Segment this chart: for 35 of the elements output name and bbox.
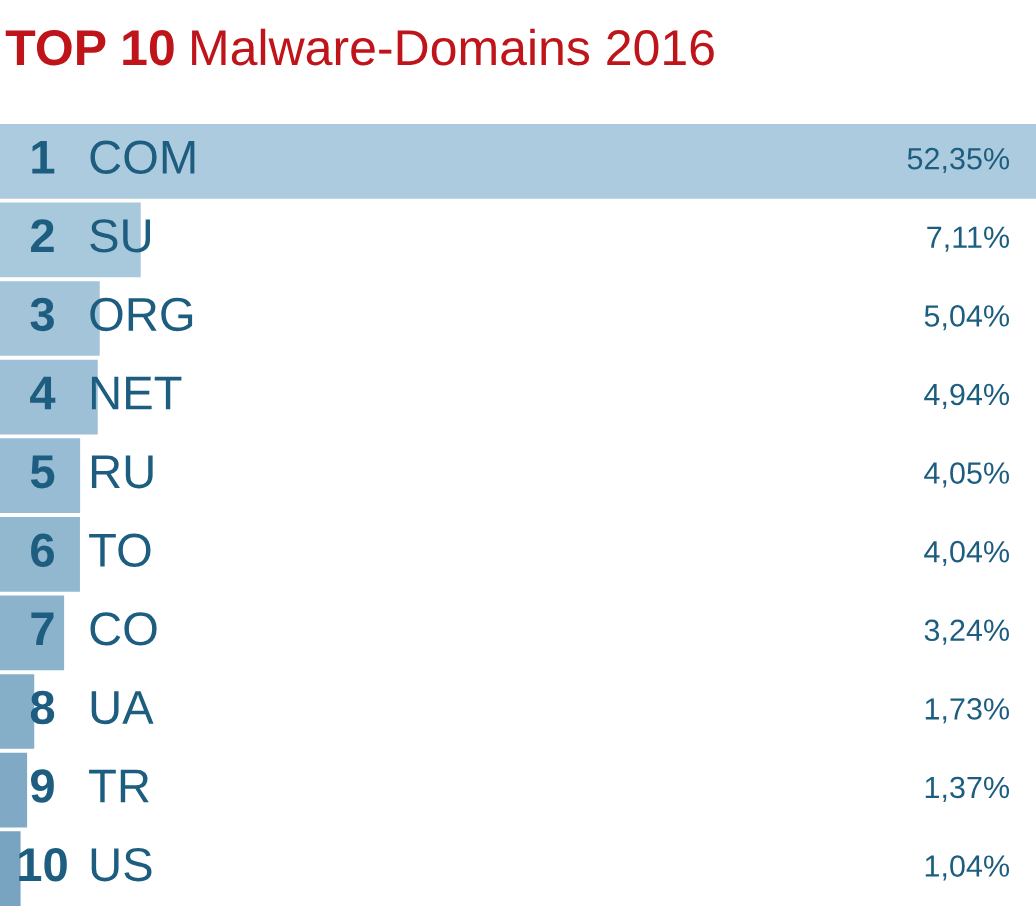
y-tick-label: COM — [90, 140, 195, 174]
annotation: 1 — [32, 141, 55, 174]
annotation: 5 — [30, 455, 55, 489]
data-label: 52,35% — [907, 147, 1010, 174]
bar — [0, 516, 80, 592]
data-label: 4,05% — [924, 462, 1010, 488]
y-tick-label: CO — [90, 612, 157, 646]
y-tick-label: NET — [91, 376, 182, 410]
y-tick-label: RU — [91, 455, 153, 489]
annotation: 3 — [30, 297, 54, 332]
chart-title: TOP 10 Malware-Domains 2016 — [5, 28, 714, 66]
bar — [0, 123, 1036, 199]
bar — [0, 831, 21, 907]
annotation: 2 — [30, 219, 54, 253]
annotation: 7 — [31, 612, 54, 646]
y-tick-label: TR — [89, 769, 149, 803]
y-tick-label: US — [91, 847, 152, 882]
data-label: 5,04% — [924, 305, 1010, 331]
data-label: 7,11% — [927, 226, 1010, 252]
y-tick-label: UA — [91, 691, 154, 725]
bar — [0, 752, 28, 828]
data-label: 1,73% — [925, 698, 1010, 724]
annotation: 4 — [30, 376, 56, 410]
data-label: 3,24% — [924, 619, 1010, 645]
annotation: 6 — [31, 533, 54, 567]
y-tick-label: TO — [89, 533, 151, 567]
data-label: 4,04% — [924, 540, 1010, 567]
data-label: 4,94% — [924, 383, 1010, 409]
bar — [0, 595, 65, 671]
annotation: 8 — [30, 690, 55, 725]
data-label: 1,37% — [925, 776, 1010, 802]
y-tick-label: ORG — [90, 297, 193, 332]
data-label: 1,04% — [925, 855, 1010, 881]
bar — [0, 438, 81, 514]
annotation: 9 — [30, 769, 54, 803]
